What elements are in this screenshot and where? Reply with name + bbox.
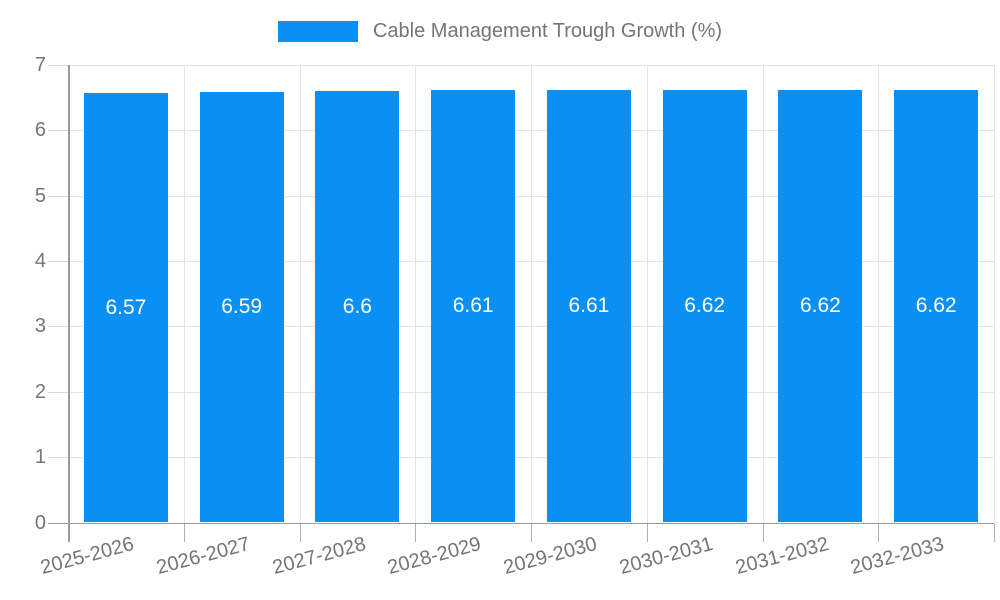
x-gridline	[299, 65, 301, 523]
y-axis-tick	[48, 391, 68, 393]
y-axis-tick-label: 5	[34, 184, 46, 207]
x-gridline	[878, 65, 880, 523]
y-axis-tick	[48, 195, 68, 197]
y-axis-tick	[48, 130, 68, 132]
x-axis-tick-label: 2031-2032	[732, 533, 832, 580]
x-axis-tick	[646, 523, 648, 542]
x-gridline	[762, 65, 764, 523]
x-gridline	[183, 65, 185, 523]
x-gridline	[415, 65, 417, 523]
y-axis-tick	[48, 261, 68, 263]
x-axis-tick-label: 2030-2031	[617, 533, 716, 580]
bar-value-label: 6.62	[915, 294, 957, 318]
bar-value-label: 6.61	[568, 294, 610, 318]
bar-value-label: 6.62	[684, 294, 726, 318]
x-axis-line	[48, 522, 994, 524]
x-axis-tick-label: 2027-2028	[269, 533, 369, 580]
bar	[778, 89, 863, 523]
y-axis-tick-label: 1	[34, 446, 46, 469]
y-axis-tick-label: 4	[34, 250, 46, 273]
x-axis-tick-label: 2026-2027	[154, 533, 253, 580]
bar	[315, 91, 400, 523]
bar-value-label: 6.57	[105, 295, 147, 319]
x-axis-tick-label: 2025-2026	[38, 533, 137, 580]
y-axis-tick-label: 2	[34, 380, 46, 403]
x-axis-tick	[994, 523, 995, 542]
y-axis-tick	[48, 457, 68, 459]
x-axis-tick-label: 2028-2029	[385, 533, 484, 580]
x-axis-tick	[762, 523, 764, 542]
y-axis-line	[68, 65, 70, 542]
bar	[546, 90, 631, 523]
x-axis-tick-label: 2029-2030	[501, 533, 600, 580]
x-axis-tick	[878, 523, 880, 542]
y-axis-tick-label: 6	[34, 119, 46, 142]
bar	[662, 89, 747, 523]
x-gridline	[531, 65, 532, 523]
bar-value-label: 6.62	[799, 294, 841, 318]
y-axis-tick-label: 3	[34, 315, 46, 338]
x-axis-tick	[183, 523, 185, 542]
x-gridline	[994, 65, 995, 523]
y-axis-tick-label: 7	[34, 54, 46, 76]
bar	[894, 89, 979, 523]
chart-legend: Cable Management Trough Growth (%)	[0, 20, 1000, 43]
bar-value-label: 6.6	[342, 294, 372, 318]
x-gridline	[646, 65, 648, 523]
bar	[431, 90, 516, 523]
x-axis-tick	[531, 523, 532, 542]
bar-value-label: 6.61	[452, 294, 494, 318]
y-axis-tick	[48, 326, 68, 328]
bar	[199, 91, 284, 523]
x-axis-tick	[299, 523, 301, 542]
y-axis-tick	[48, 65, 68, 66]
bar-value-label: 6.59	[221, 295, 263, 319]
x-axis-tick-label: 2032-2033	[848, 533, 947, 580]
y-axis-tick-label: 0	[34, 511, 46, 534]
bar	[83, 93, 168, 523]
legend-swatch	[277, 21, 358, 42]
chart-title: Cable Management Trough Growth (%)	[372, 20, 723, 42]
x-axis-tick	[415, 523, 417, 542]
